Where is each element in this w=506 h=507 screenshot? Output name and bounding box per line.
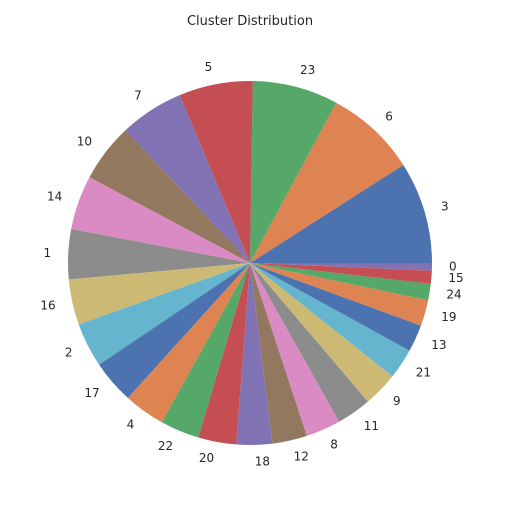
pie-label-20: 20 [199,451,214,465]
pie-label-10: 10 [77,135,92,149]
pie-slice-6 [250,102,404,264]
pie-label-22: 22 [158,439,173,453]
pie-slice-23 [250,81,337,263]
pie-slice-3 [250,164,432,263]
pie-slice-4 [127,263,250,423]
pie-slice-10 [89,130,250,263]
pie-label-16: 16 [40,299,55,313]
pie-slices [68,81,432,445]
pie-slice-21 [250,263,410,377]
pie-label-1: 1 [44,246,52,260]
pie-label-0: 0 [449,260,457,274]
pie-slice-16 [68,263,251,325]
chart-title: Cluster Distribution [187,14,313,29]
pie-label-11: 11 [364,419,379,433]
pie-slice-18 [236,263,273,445]
pie-label-9: 9 [393,394,401,408]
pie-slice-2 [78,263,251,365]
pie-slice-20 [198,263,250,445]
pie-slice-7 [125,95,250,263]
pie-label-13: 13 [431,338,446,352]
pie-label-5: 5 [205,60,213,74]
pie-label-4: 4 [127,417,135,431]
pie-label-2: 2 [65,346,73,360]
pie-slice-5 [179,81,253,263]
pie-slice-1 [68,229,250,280]
pie-label-14: 14 [47,189,62,203]
pie-slice-12 [250,263,307,444]
pie-slice-14 [71,177,250,263]
pie-label-12: 12 [294,450,309,464]
pie-label-6: 6 [385,110,393,124]
pie-slice-15 [250,263,432,284]
pie-label-24: 24 [446,287,461,301]
pie-slice-24 [250,263,431,301]
pie-slice-9 [250,263,393,402]
pie-slice-0 [250,263,432,271]
pie-label-7: 7 [134,89,142,103]
pie-slice-22 [161,263,250,438]
pie-slice-11 [250,263,368,422]
pie-label-3: 3 [441,200,449,214]
pie-slice-17 [99,263,250,398]
pie-label-8: 8 [330,438,338,452]
pie-label-17: 17 [84,386,99,400]
pie-label-18: 18 [255,454,270,468]
pie-label-19: 19 [441,310,456,324]
pie-slice-13 [250,263,421,351]
pie-slice-8 [250,263,340,436]
pie-slice-19 [250,263,429,326]
pie-label-23: 23 [300,63,315,77]
pie-label-21: 21 [416,366,431,380]
pie-label-15: 15 [448,271,463,285]
